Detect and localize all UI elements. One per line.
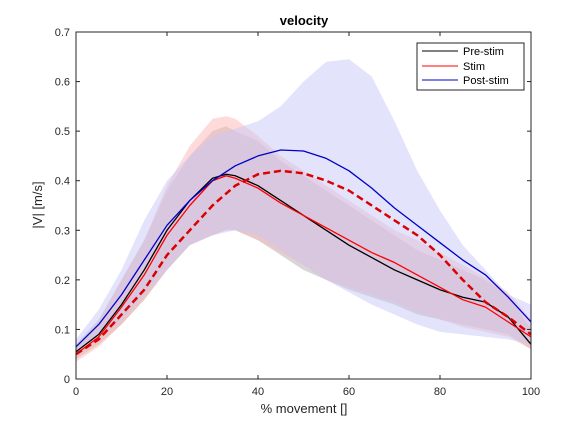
series-line-post-stim (75, 149, 532, 348)
series-line-stim (75, 175, 532, 355)
y-tick-label: 0.1 (55, 324, 70, 336)
y-tick-label: 0.4 (55, 176, 70, 188)
x-axis-ticks: 0 20 40 60 80 100 (73, 32, 540, 398)
chart-title: velocity (280, 13, 329, 28)
x-tick-label: 40 (252, 386, 264, 398)
series-line-dashed (75, 169, 532, 356)
y-tick-label: 0.7 (55, 27, 70, 39)
x-tick-label: 100 (522, 386, 540, 398)
legend: Pre-stim Stim Post-stim (416, 42, 525, 91)
x-tick-label: 60 (343, 386, 355, 398)
x-tick-label: 0 (73, 386, 79, 398)
axes-box (75, 31, 532, 380)
confidence-bands (76, 59, 531, 362)
y-axis-ticks: 0 0.1 0.2 0.3 0.4 0.5 0.6 0.7 (55, 27, 531, 386)
legend-label-pre-stim: Pre-stim (463, 46, 504, 58)
y-tick-label: 0 (64, 374, 70, 386)
y-axis-label: |V| [m/s] (30, 181, 45, 228)
y-tick-label: 0.5 (55, 126, 70, 138)
series-lines (75, 149, 532, 356)
legend-label-post-stim: Post-stim (463, 75, 509, 87)
legend-label-stim: Stim (463, 61, 485, 73)
y-tick-label: 0.3 (55, 225, 70, 237)
x-tick-label: 80 (434, 386, 446, 398)
x-axis-label: % movement [] (261, 401, 348, 416)
y-tick-label: 0.2 (55, 275, 70, 287)
y-tick-label: 0.6 (55, 77, 70, 89)
x-tick-label: 20 (161, 386, 173, 398)
band-post-stim (76, 59, 531, 355)
